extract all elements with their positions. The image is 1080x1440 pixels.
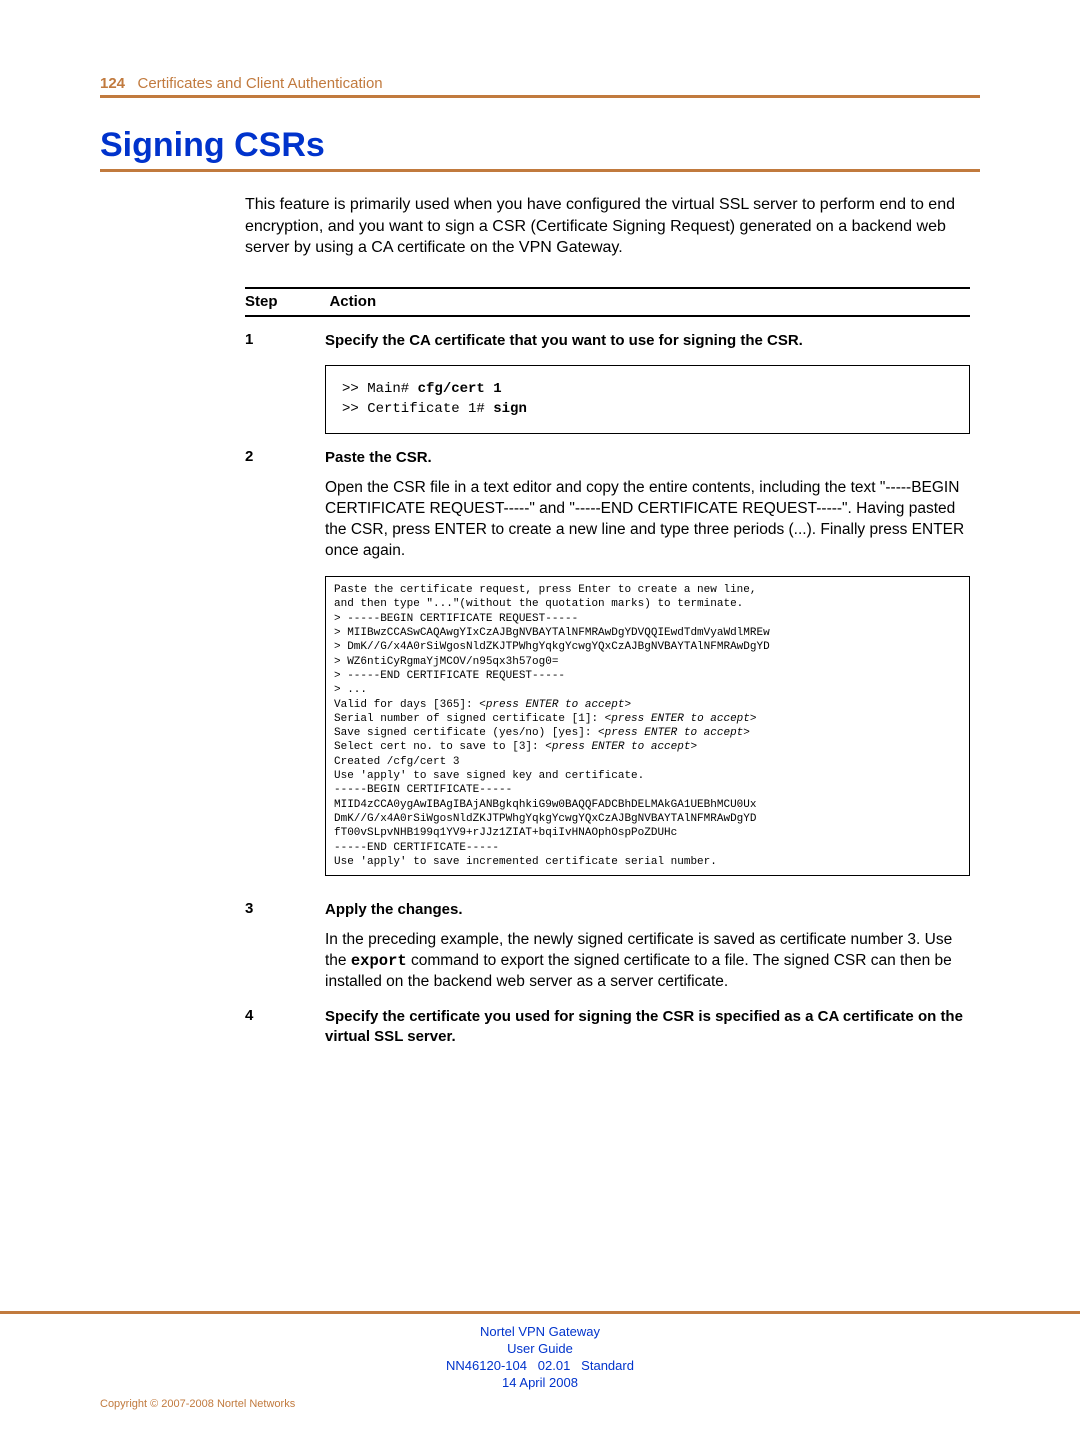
step-row: 4 Specify the certificate you used for s… [245,1007,970,1048]
code-block: >> Main# cfg/cert 1 >> Certificate 1# si… [325,365,970,434]
footer-line: Nortel VPN Gateway [100,1324,980,1341]
page-header: 124 Certificates and Client Authenticati… [100,75,980,98]
certificate-output-block: Paste the certificate request, press Ent… [325,576,970,876]
step-number: 3 [245,900,325,920]
page-footer: Nortel VPN Gateway User Guide NN46120-10… [0,1311,1080,1392]
copyright-text: Copyright © 2007-2008 Nortel Networks [100,1398,295,1410]
footer-line: User Guide [100,1341,980,1358]
step-action-title: Paste the CSR. [325,448,970,468]
inline-command: export [351,952,407,970]
step-row: 3 Apply the changes. [245,900,970,920]
title-underline [100,169,980,172]
section-title: Signing CSRs [100,126,980,165]
step-action-title: Specify the CA certificate that you want… [325,331,970,351]
footer-line: NN46120-104 02.01 Standard [100,1358,980,1375]
code-line: >> Main# cfg/cert 1 [342,380,953,400]
step-action-title: Apply the changes. [325,900,970,920]
step-number: 2 [245,448,325,468]
step-body-text: In the preceding example, the newly sign… [325,930,970,993]
step-row: 2 Paste the CSR. [245,448,970,468]
intro-paragraph: This feature is primarily used when you … [245,194,970,259]
step-row: 1 Specify the CA certificate that you wa… [245,331,970,351]
step-number: 4 [245,1007,325,1048]
step-header-label: Step [245,293,325,310]
page: 124 Certificates and Client Authenticati… [0,0,1080,1440]
step-number: 1 [245,331,325,351]
step-body-text: Open the CSR file in a text editor and c… [325,478,970,562]
page-number: 124 [100,75,125,92]
action-header-label: Action [329,293,376,310]
step-table-header: Step Action [245,287,970,317]
code-line: >> Certificate 1# sign [342,400,953,420]
step-action-title: Specify the certificate you used for sig… [325,1007,970,1048]
footer-line: 14 April 2008 [100,1375,980,1392]
chapter-title: Certificates and Client Authentication [137,75,382,92]
